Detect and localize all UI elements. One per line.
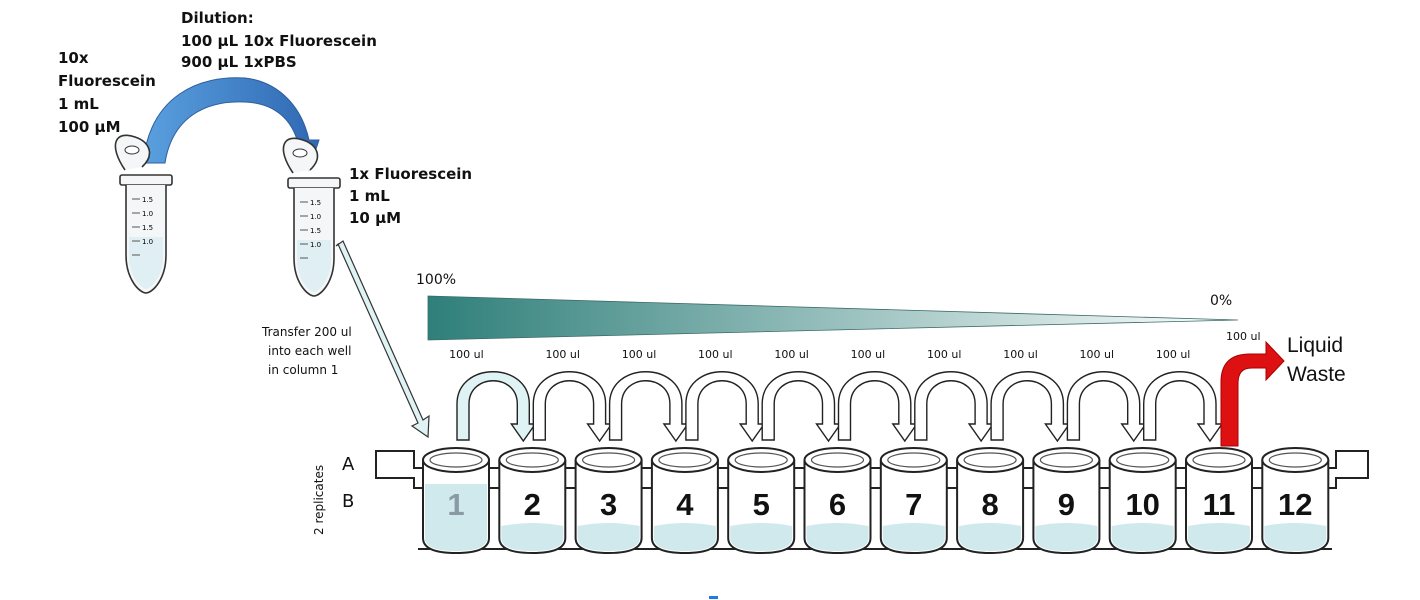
transfer-arrow-9 [1066,371,1148,443]
well-number-3: 3 [599,487,618,522]
gradient-end-label: 0% [1210,293,1233,309]
working-tube-label-1: 1x Fluorescein [349,165,473,183]
stock-tube-label-4: 100 µM [58,118,121,136]
transfer-note-1: Transfer 200 ul [262,325,352,339]
transfer-note-3: in column 1 [268,363,339,377]
well-number-8: 8 [981,487,999,522]
well-3 [574,447,643,555]
well-6 [803,447,872,555]
well-strip [422,447,1330,555]
well-7 [879,447,948,555]
well-number-5: 5 [752,487,770,522]
dilution-title: Dilution: [181,9,254,27]
well-number-11: 11 [1202,487,1236,522]
well-number-9: 9 [1057,487,1076,522]
waste-arrow [1220,340,1285,447]
working-tube-icon: 1.5 1.0 1.5 1.0 [282,137,341,297]
transfer-volume-label-2: 100 ul [545,348,580,361]
tube-graduation: 1.5 [142,224,153,232]
row-label-a: A [342,454,355,475]
dilution-line-1: 100 µL 10x Fluorescein [181,32,377,50]
transfer-arrow-8 [990,371,1071,443]
well-10 [1108,447,1177,555]
well-1 [422,447,490,555]
well-number-12: 12 [1278,487,1313,522]
transfer-arrow-5 [761,371,842,443]
dilution-line-2: 900 µL 1xPBS [181,53,297,71]
well-number-2: 2 [523,487,541,522]
well-number-7: 7 [905,487,923,522]
tube-graduation: 1.0 [310,213,321,221]
transfer-arrow-6 [837,371,919,443]
stock-tube-label-2: Fluorescein [58,72,156,90]
transfer-volume-label-7: 100 ul [926,348,962,361]
transfer-volume-label-8: 100 ul [1003,348,1038,361]
well-number-1: 1 [447,487,465,522]
row-label-b: B [342,491,355,512]
transfer-arrow-4 [685,371,766,443]
liquid-waste-label-1: Liquid [1287,334,1344,357]
well-12 [1261,447,1330,555]
transfer-volume-label-11: 100 ul [1226,330,1261,343]
transfer-volume-label-5: 100 ul [774,348,809,361]
well-5 [727,447,796,555]
liquid-waste-label-2: Waste [1287,363,1346,386]
transfer-to-column1-arrow [335,240,430,439]
transfer-volume-label-6: 100 ul [850,348,886,361]
transfer-arrow-7 [914,371,995,443]
transfer-volume-label-1: 100 ul [449,348,484,361]
stock-tube-label-1: 10x [58,49,89,67]
dilution-arrow [142,77,320,172]
well-number-10: 10 [1125,487,1160,522]
well-4 [650,447,719,555]
transfer-arrow-2 [532,371,613,443]
stock-tube-icon: 1.5 1.0 1.5 1.0 [114,134,173,294]
working-tube-label-3: 10 µM [349,209,402,227]
well-11 [1185,447,1253,555]
well-number-4: 4 [676,487,694,522]
tube-graduation: 1.0 [310,241,321,249]
transfer-volume-label-9: 100 ul [1079,348,1115,361]
well-number-6: 6 [828,487,847,522]
tube-graduation: 1.0 [142,210,153,218]
well-9 [1032,447,1101,555]
replicates-label: 2 replicates [312,464,326,535]
transfer-volume-label-10: 100 ul [1155,348,1191,361]
well-2 [498,447,567,555]
transfer-arrow-1 [456,371,537,443]
transfer-arrow-10 [1143,371,1224,443]
well-8 [956,447,1025,555]
decorative-dash [709,596,718,599]
gradient-start-label: 100% [416,272,457,288]
concentration-gradient-triangle [427,295,1239,341]
tube-graduation: 1.5 [142,196,153,204]
tube-graduation: 1.0 [142,238,153,246]
transfer-note-2: into each well [268,344,352,358]
tube-graduation: 1.5 [310,227,321,235]
working-tube-label-2: 1 mL [349,187,390,205]
transfer-arrow-3 [608,371,690,443]
transfer-arrows [456,371,1224,443]
tube-graduation: 1.5 [310,199,321,207]
transfer-volume-label-4: 100 ul [698,348,733,361]
stock-tube-label-3: 1 mL [58,95,99,113]
transfer-volume-label-3: 100 ul [621,348,657,361]
